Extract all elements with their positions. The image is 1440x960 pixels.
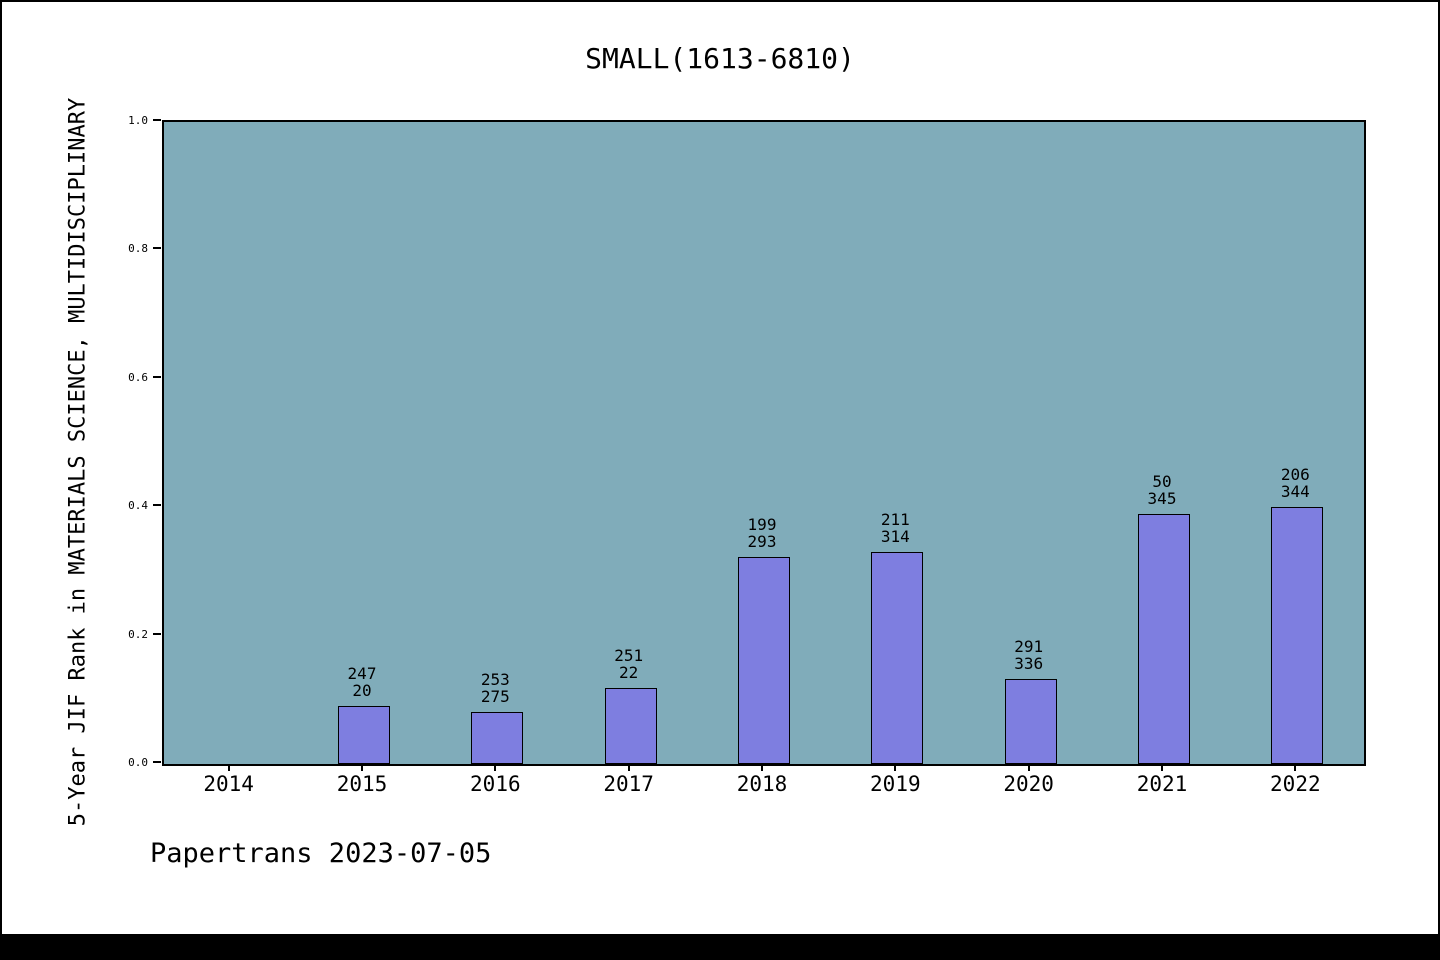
bar-label: 211 314 bbox=[880, 510, 910, 546]
y-tick bbox=[153, 247, 161, 250]
x-tick-label: 2015 bbox=[336, 772, 388, 796]
bar bbox=[471, 712, 524, 764]
y-tick-label: 0.0 bbox=[128, 756, 148, 769]
bar-label: 251 22 bbox=[614, 646, 644, 682]
footer-watermark: Papertrans 2023-07-05 bbox=[150, 838, 492, 869]
bar-label: 199 293 bbox=[747, 515, 777, 551]
y-tick-label: 1.0 bbox=[128, 114, 148, 127]
bar bbox=[1004, 679, 1057, 764]
x-tick bbox=[627, 764, 630, 771]
y-axis-label: 5-Year JIF Rank in MATERIALS SCIENCE, MU… bbox=[65, 97, 91, 827]
y-tick bbox=[153, 632, 161, 635]
x-tick-label: 2018 bbox=[736, 772, 788, 796]
x-tick-label: 2014 bbox=[203, 772, 254, 796]
y-tick bbox=[153, 119, 161, 121]
y-tick-label: 0.8 bbox=[128, 242, 148, 256]
bar-label: 247 20 bbox=[347, 664, 377, 700]
x-tick-label: 2022 bbox=[1270, 772, 1321, 796]
y-tick-label: 0.4 bbox=[128, 499, 148, 513]
bar-label: 50 345 bbox=[1147, 472, 1177, 508]
bar-label: 206 344 bbox=[1280, 465, 1310, 501]
y-tick-label: 0.6 bbox=[128, 370, 148, 384]
x-tick-label: 2017 bbox=[603, 772, 654, 796]
x-tick bbox=[361, 764, 363, 771]
bar bbox=[1271, 507, 1324, 764]
x-tick bbox=[761, 764, 763, 771]
y-tick bbox=[153, 761, 161, 763]
chart-title: SMALL(1613-6810) bbox=[585, 42, 855, 75]
bar-label: 253 275 bbox=[480, 670, 510, 706]
x-tick-label: 2021 bbox=[1136, 772, 1188, 796]
x-tick-label: 2020 bbox=[1003, 772, 1054, 796]
bar bbox=[871, 552, 924, 764]
x-tick bbox=[1294, 764, 1297, 771]
x-tick bbox=[894, 764, 897, 771]
x-tick bbox=[1027, 764, 1030, 771]
x-tick bbox=[227, 764, 230, 771]
x-tick bbox=[1161, 764, 1163, 771]
bar-label: 291 336 bbox=[1014, 637, 1044, 673]
x-tick bbox=[494, 764, 497, 771]
bar bbox=[604, 688, 657, 764]
y-tick bbox=[153, 375, 161, 378]
plot-area bbox=[162, 120, 1366, 766]
bar bbox=[338, 706, 390, 764]
bar bbox=[738, 557, 790, 764]
y-tick bbox=[153, 504, 161, 507]
y-tick-label: 0.2 bbox=[128, 627, 148, 641]
bar bbox=[1138, 514, 1190, 764]
x-tick-label: 2019 bbox=[870, 772, 921, 796]
bottom-bar bbox=[2, 934, 1438, 958]
x-tick-label: 2016 bbox=[470, 772, 521, 796]
